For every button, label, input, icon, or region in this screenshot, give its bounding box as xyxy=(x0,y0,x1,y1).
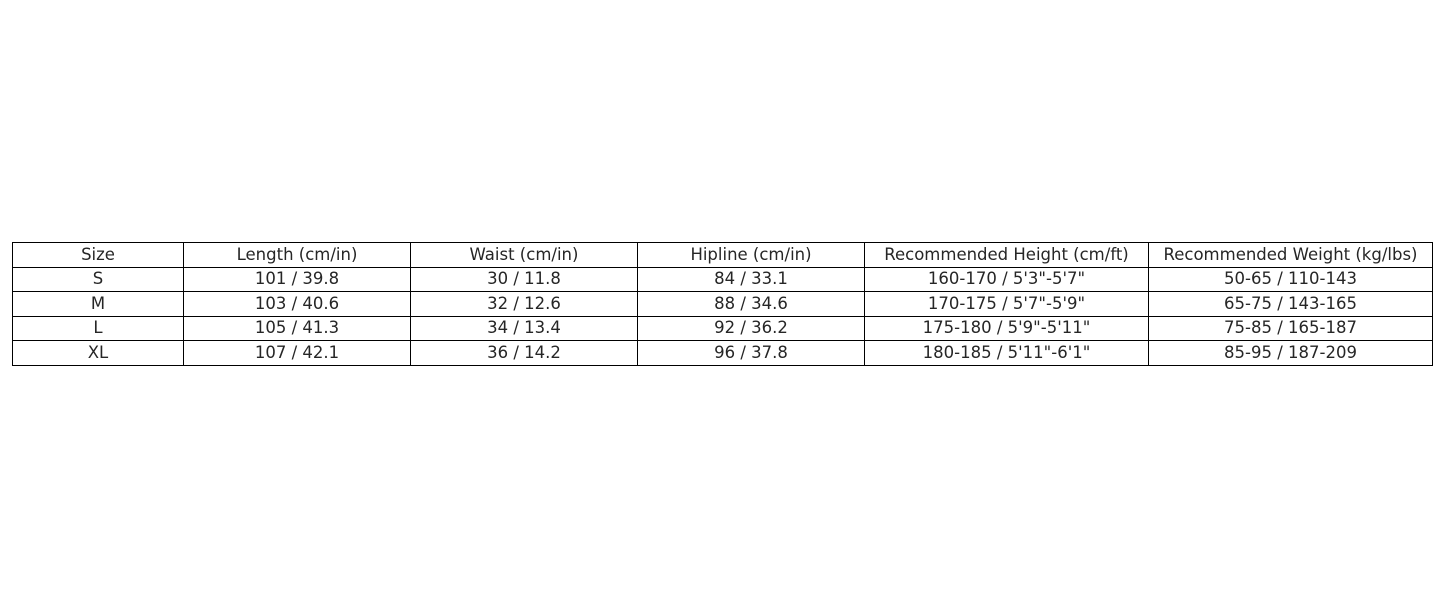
table-cell: 88 / 34.6 xyxy=(637,291,865,317)
table-cell: 160-170 / 5'3"-5'7" xyxy=(864,266,1149,293)
table-cell: XL xyxy=(12,340,184,366)
table-cell: 75-85 / 165-187 xyxy=(1148,315,1433,342)
table-cell: 170-175 / 5'7"-5'9" xyxy=(864,291,1149,317)
table-row: L 105 / 41.3 34 / 13.4 92 / 36.2 175-180 / 5… xyxy=(12,315,1433,342)
table-row: XL 107 / 42.1 36 / 14.2 96 / 37.8 180-185 / … xyxy=(12,340,1433,366)
table-cell: 175-180 / 5'9"-5'11" xyxy=(864,315,1149,342)
table-row: S 101 / 39.8 30 / 11.8 84 / 33.1 160-170 / 5… xyxy=(12,266,1433,293)
table-cell: 92 / 36.2 xyxy=(637,315,865,342)
table-cell: 107 / 42.1 xyxy=(183,340,411,366)
table-cell: 50-65 / 110-143 xyxy=(1148,266,1433,293)
table-row: M 103 / 40.6 32 / 12.6 88 / 34.6 170-175 / 5… xyxy=(12,291,1433,317)
table-cell: M xyxy=(12,291,184,317)
size-chart-table: Size Length (cm/in) Waist (cm/in) Hipline (… xyxy=(12,242,1433,366)
table-cell: 36 / 14.2 xyxy=(410,340,638,366)
table-cell: 96 / 37.8 xyxy=(637,340,865,366)
column-header: Size xyxy=(12,242,184,268)
table-cell: 85-95 / 187-209 xyxy=(1148,340,1433,366)
column-header: Length (cm/in) xyxy=(183,242,411,268)
column-header: Recommended Weight (kg/lbs) xyxy=(1148,242,1433,268)
table-cell: L xyxy=(12,315,184,342)
table-cell: S xyxy=(12,266,184,293)
table-cell: 105 / 41.3 xyxy=(183,315,411,342)
table-cell: 103 / 40.6 xyxy=(183,291,411,317)
table-cell: 101 / 39.8 xyxy=(183,266,411,293)
table-cell: 65-75 / 143-165 xyxy=(1148,291,1433,317)
table-cell: 84 / 33.1 xyxy=(637,266,865,293)
column-header: Waist (cm/in) xyxy=(410,242,638,268)
table-cell: 34 / 13.4 xyxy=(410,315,638,342)
table-cell: 32 / 12.6 xyxy=(410,291,638,317)
table-cell: 30 / 11.8 xyxy=(410,266,638,293)
table-cell: 180-185 / 5'11"-6'1" xyxy=(864,340,1149,366)
column-header: Recommended Height (cm/ft) xyxy=(864,242,1149,268)
header-row: Size Length (cm/in) Waist (cm/in) Hipline (… xyxy=(12,242,1433,268)
column-header: Hipline (cm/in) xyxy=(637,242,865,268)
